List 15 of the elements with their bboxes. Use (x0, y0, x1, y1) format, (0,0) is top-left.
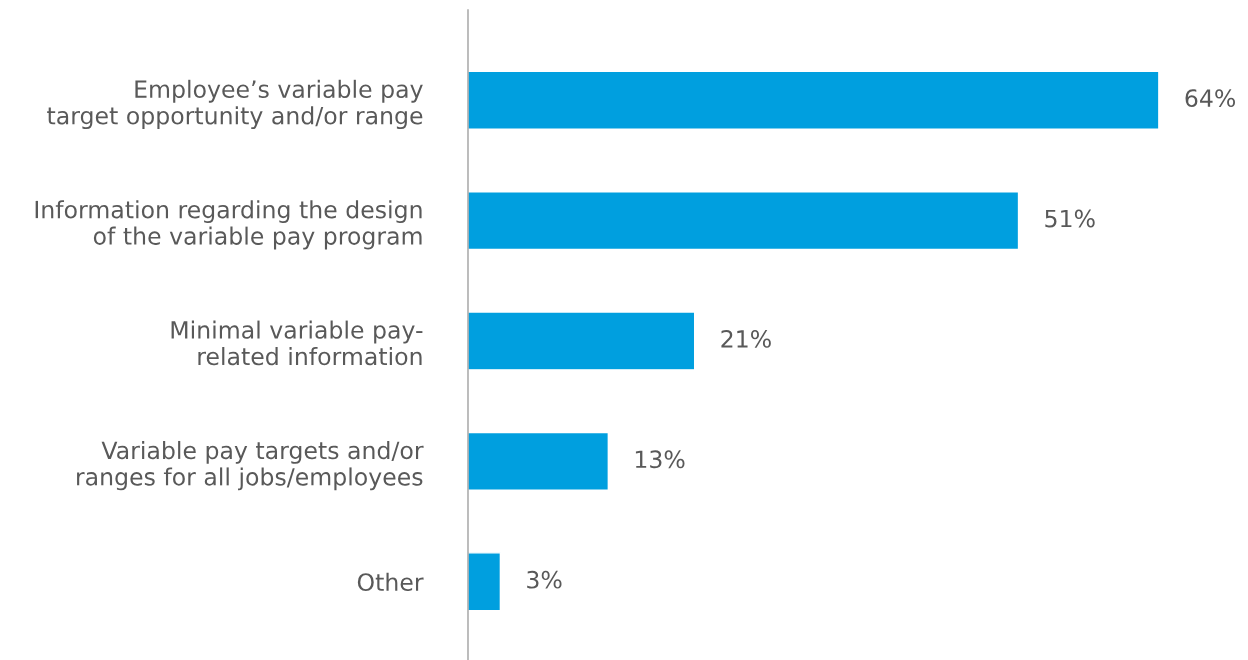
bar (468, 311, 696, 371)
y-tick-label: Information regarding the design of the variable pay program (35, 200, 422, 250)
data-label: 3% (527, 570, 562, 589)
y-tick-label: Minimal variable pay- related information (171, 320, 423, 366)
bar (468, 552, 502, 612)
bar (468, 70, 1160, 130)
data-label: 21% (721, 329, 771, 348)
data-label: 64% (1185, 89, 1236, 108)
y-tick-label: Other (357, 572, 424, 592)
y-tick-label: Variable pay targets and/or ranges for all jobs/employees (77, 440, 424, 491)
bar (468, 431, 610, 491)
y-tick-label: Employee’s variable pay target opportunity and/or range (47, 79, 423, 130)
data-label: 13% (635, 450, 685, 469)
bar (468, 190, 1020, 251)
data-label: 51% (1045, 209, 1095, 228)
